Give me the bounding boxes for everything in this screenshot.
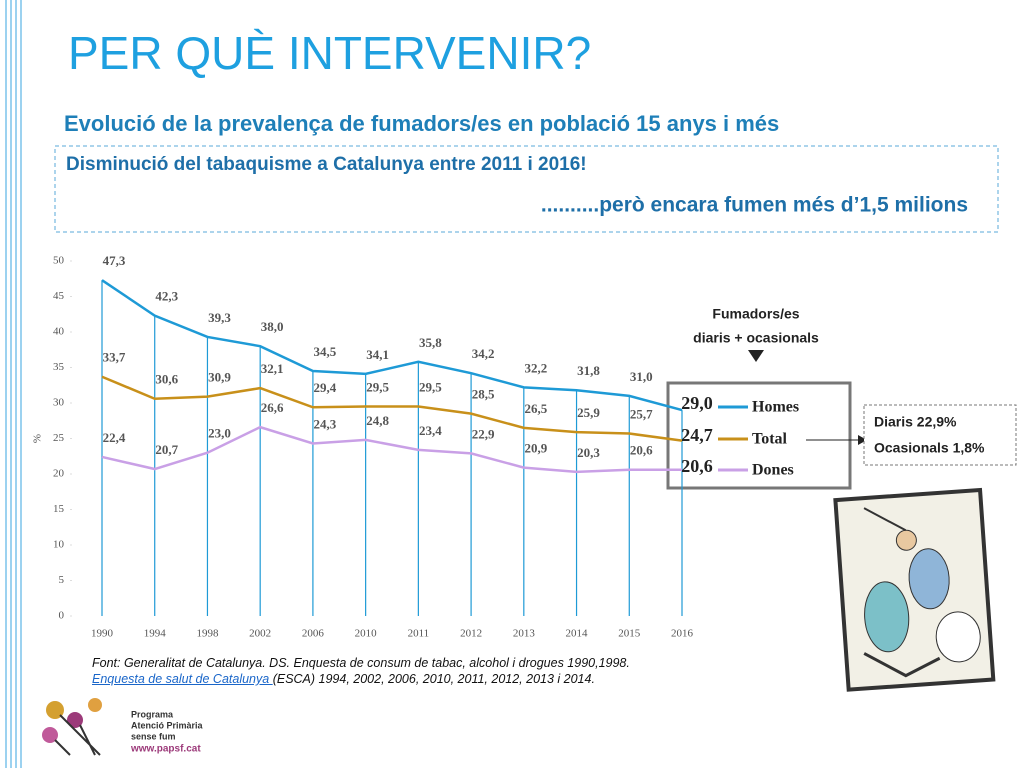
y-tick-label: 0 [59, 610, 65, 622]
x-tick-label: 1990 [91, 628, 114, 640]
legend-label: Homes [752, 399, 799, 416]
source-text: (ESCA) 1994, 2002, 2006, 2010, 2011, 201… [272, 672, 595, 686]
legend-box [666, 381, 852, 490]
arrow-head [858, 435, 867, 445]
value-label: 32,2 [524, 360, 547, 375]
x-tick-label: 2014 [566, 628, 589, 640]
value-label: 20,9 [524, 441, 547, 456]
side-box-text: Ocasionals 1,8% [874, 440, 985, 456]
side-box [863, 404, 1017, 466]
x-tick-label: 1998 [196, 628, 219, 640]
x-tick-label: 2013 [513, 628, 536, 640]
source-note: Font: Generalitat de Catalunya. DS. Enqu… [92, 655, 630, 687]
value-label: 26,6 [261, 400, 284, 415]
value-label: 34,5 [314, 344, 337, 359]
annotation: Fumadors/es [712, 306, 799, 322]
value-label: 39,3 [208, 310, 231, 325]
value-label: 47,3 [103, 253, 126, 268]
value-label: 24,3 [314, 416, 337, 431]
series-line [101, 425, 682, 474]
value-label: 28,5 [472, 387, 495, 402]
value-label: 31,0 [630, 369, 653, 384]
end-value-label: 24,7 [681, 425, 713, 445]
value-label: 22,4 [103, 430, 126, 445]
x-tick-label: 2012 [460, 628, 482, 640]
value-label: 38,0 [261, 319, 284, 334]
value-label: 42,3 [155, 289, 178, 304]
logo-url: www.papsf.cat [130, 744, 201, 755]
cartoon [833, 487, 996, 692]
annotation-arrow [748, 350, 764, 362]
x-tick-label: 1994 [144, 628, 167, 640]
value-label: 35,8 [419, 335, 442, 350]
value-label: 26,5 [524, 401, 547, 416]
value-label: 25,7 [630, 407, 653, 422]
annotation: diaris + ocasionals [693, 330, 819, 346]
value-label: 30,9 [208, 370, 231, 385]
y-tick-label: 20 [53, 468, 65, 480]
series-line [101, 375, 683, 442]
value-label: 32,1 [261, 361, 284, 376]
value-label: 30,6 [155, 372, 178, 387]
value-label: 20,6 [630, 443, 653, 458]
y-tick-label: 25 [53, 432, 65, 444]
y-tick-label: 45 [53, 290, 65, 302]
x-tick-label: 2006 [302, 628, 325, 640]
logo [42, 698, 102, 756]
highlight-box [54, 145, 999, 233]
x-tick-label: 2011 [408, 628, 430, 640]
value-label: 34,2 [472, 346, 495, 361]
series-line [101, 279, 683, 412]
logo-text: Programa [131, 709, 174, 719]
y-tick-label: 35 [53, 361, 65, 373]
y-tick-label: 30 [53, 397, 65, 409]
value-label: 23,0 [208, 426, 231, 441]
value-label: 29,5 [419, 380, 442, 395]
logo-text: Atenció Primària [131, 720, 204, 730]
slide-title: PER QUÈ INTERVENIR? [68, 27, 591, 79]
value-label: 20,7 [155, 442, 178, 457]
y-tick-label: 10 [53, 539, 65, 551]
value-label: 25,9 [577, 405, 600, 420]
y-axis-label: % [32, 434, 44, 443]
x-tick-label: 2002 [249, 628, 271, 640]
x-tick-label: 2016 [671, 628, 694, 640]
end-value-label: 20,6 [681, 456, 713, 476]
legend-label: Dones [752, 462, 794, 479]
value-label: 23,4 [419, 423, 442, 438]
y-tick-label: 50 [53, 255, 65, 267]
x-tick-label: 2015 [618, 628, 641, 640]
value-label: 22,9 [472, 426, 495, 441]
value-label: 31,8 [577, 363, 600, 378]
side-box-text: Diaris 22,9% [874, 414, 957, 430]
end-value-label: 29,0 [681, 393, 713, 413]
y-tick-label: 15 [53, 503, 65, 515]
logo-text: sense fum [131, 731, 176, 741]
source-line: Enquesta de salut de Catalunya (ESCA) 19… [92, 671, 630, 687]
highlight-text: Disminució del tabaquisme a Catalunya en… [66, 154, 587, 175]
value-label: 24,8 [366, 413, 389, 428]
value-label: 29,5 [366, 380, 389, 395]
value-label: 34,1 [366, 347, 389, 362]
left-border [5, 0, 22, 768]
x-tick-label: 2010 [355, 628, 378, 640]
value-label: 20,3 [577, 445, 600, 460]
slide-subtitle: Evolució de la prevalença de fumadors/es… [64, 111, 779, 136]
source-line: Font: Generalitat de Catalunya. DS. Enqu… [92, 656, 630, 670]
value-label: 33,7 [103, 350, 126, 365]
y-tick-label: 40 [53, 326, 65, 338]
source-link[interactable]: Enquesta de salut de Catalunya [92, 672, 273, 686]
highlight-text: ..........però encara fumen més d’1,5 mi… [541, 194, 968, 217]
legend-label: Total [752, 431, 788, 448]
value-label: 29,4 [314, 380, 337, 395]
y-tick-label: 5 [59, 574, 65, 586]
